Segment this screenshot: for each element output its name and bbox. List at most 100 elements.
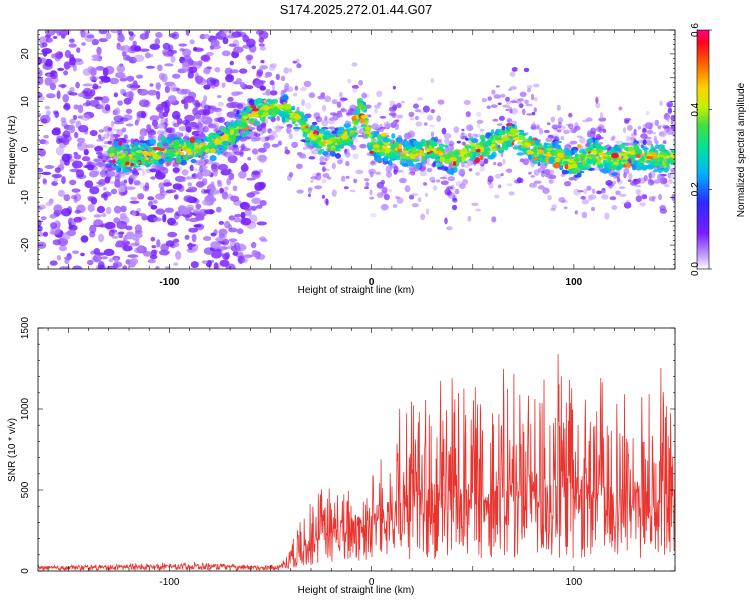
spectrogram-cell bbox=[607, 166, 614, 169]
spectrogram-cell bbox=[203, 158, 209, 164]
spectrogram-cell bbox=[525, 103, 533, 107]
spectrogram-cell bbox=[368, 114, 372, 118]
spectrogram-cell bbox=[666, 116, 670, 123]
spectrogram-cell bbox=[493, 161, 497, 166]
spectrogram-cell bbox=[202, 145, 209, 150]
spectrogram-cell bbox=[463, 100, 471, 105]
spectrogram-cell bbox=[467, 151, 473, 157]
spectrogram-cell bbox=[52, 110, 59, 115]
spectrogram-cell bbox=[305, 125, 309, 129]
spectrogram-cell bbox=[48, 198, 54, 204]
spectrogram-cell bbox=[76, 47, 81, 53]
spectrogram-cell bbox=[510, 107, 518, 115]
spectrogram-cell bbox=[518, 103, 524, 109]
spectrogram-cell bbox=[588, 194, 597, 200]
spectrogram-cell bbox=[164, 266, 171, 269]
spectrogram-cell bbox=[259, 85, 266, 91]
spectrogram-cell bbox=[189, 164, 194, 172]
spectrogram-cell bbox=[155, 193, 166, 200]
spectrogram-cell bbox=[252, 108, 260, 112]
spectrogram-cell bbox=[246, 120, 250, 124]
spectrogram-cell bbox=[245, 85, 254, 90]
spectrogram-cell bbox=[92, 254, 102, 263]
spectrogram-cell bbox=[499, 115, 505, 121]
spectrogram-cell bbox=[466, 158, 474, 166]
spectrogram-cell bbox=[479, 128, 485, 132]
spectrogram-cell bbox=[190, 261, 199, 269]
spectrogram-cell bbox=[533, 97, 538, 102]
spectrogram-cell bbox=[403, 148, 408, 151]
spectrogram-cell bbox=[667, 172, 672, 179]
spectrogram-cell bbox=[125, 186, 136, 191]
spectrogram-cell bbox=[58, 245, 67, 252]
spectrogram-cell bbox=[217, 101, 224, 107]
spectrogram-cell bbox=[171, 50, 178, 54]
spectrogram-cell bbox=[329, 150, 336, 157]
spectrogram-cell bbox=[71, 160, 83, 169]
spectrogram-cell bbox=[211, 132, 218, 139]
spectrogram-cell bbox=[595, 102, 601, 109]
spectrogram-cell bbox=[550, 116, 556, 123]
spectrogram-cell bbox=[271, 143, 279, 148]
spectrogram-cell bbox=[395, 152, 401, 155]
spectrogram-cell bbox=[250, 105, 256, 109]
spectrogram-cell bbox=[153, 159, 159, 164]
spectrogram-cell bbox=[209, 148, 216, 154]
spectrogram-cell bbox=[128, 90, 134, 99]
spectrogram-cell bbox=[594, 139, 599, 144]
spectrogram-cell bbox=[170, 55, 176, 63]
spectrogram-cell bbox=[408, 165, 416, 173]
spectrogram-cell bbox=[303, 129, 310, 132]
spectrogram-cell bbox=[61, 208, 72, 217]
spectrogram-cell bbox=[258, 154, 267, 163]
spectrogram-cell bbox=[152, 154, 160, 160]
spectrogram-cell bbox=[125, 108, 133, 114]
spectrogram-cell bbox=[340, 108, 348, 113]
spectrogram-cell bbox=[38, 56, 42, 65]
spectrogram-cell bbox=[371, 138, 377, 142]
spectrogram-cell bbox=[670, 168, 675, 173]
spectrogram-cell bbox=[240, 109, 245, 116]
spectrogram-cell bbox=[653, 135, 658, 143]
spectrogram-cell bbox=[446, 226, 453, 231]
spectrogram-cell bbox=[308, 193, 311, 198]
spectrogram-cell bbox=[182, 48, 192, 57]
spectrogram-cell bbox=[370, 213, 377, 218]
spectrogram-cell bbox=[446, 168, 455, 175]
spectrogram-cell bbox=[489, 135, 495, 141]
spectrogram-cell bbox=[414, 115, 419, 121]
spectrogram-cell bbox=[84, 33, 95, 42]
spectrogram-cell bbox=[643, 175, 648, 181]
spectrogram-cell bbox=[439, 156, 446, 163]
spectrogram-cell bbox=[158, 72, 165, 81]
spectrogram-cell bbox=[440, 180, 449, 186]
spectrogram-cell bbox=[101, 153, 107, 161]
spectrogram-cell bbox=[215, 248, 222, 252]
spectrogram-cell bbox=[44, 77, 53, 86]
spectrogram-cell bbox=[137, 193, 145, 200]
spectrogram-cell bbox=[415, 121, 423, 127]
spectrogram-cell bbox=[344, 152, 351, 157]
spectrogram-cell bbox=[327, 117, 336, 125]
spectrogram-cell bbox=[410, 193, 419, 196]
spectrogram-cell bbox=[153, 217, 162, 222]
spectrogram-cell bbox=[86, 259, 94, 266]
spectrogram-cell bbox=[120, 138, 127, 144]
spectrogram-cell bbox=[93, 219, 104, 226]
spectrogram-cell bbox=[156, 151, 162, 156]
spectrogram-cell bbox=[173, 262, 179, 266]
spectrogram-cell bbox=[191, 233, 197, 243]
spectrogram-cell bbox=[91, 54, 102, 59]
spectrogram-cell bbox=[385, 153, 391, 158]
spectrogram-cell bbox=[672, 185, 675, 189]
spectrogram-cell bbox=[232, 185, 238, 192]
snr-y-tick-label: 0 bbox=[20, 568, 31, 574]
spectrogram-cell bbox=[415, 163, 421, 169]
spectrogram-cell bbox=[505, 129, 509, 133]
spectrogram-cell bbox=[275, 125, 282, 133]
spectrogram-cell bbox=[663, 125, 670, 133]
spectrogram-cell bbox=[148, 201, 153, 207]
spectrogram-cell bbox=[618, 106, 623, 111]
spectrogram-cell bbox=[292, 126, 301, 130]
spectrogram-cell bbox=[635, 195, 643, 203]
